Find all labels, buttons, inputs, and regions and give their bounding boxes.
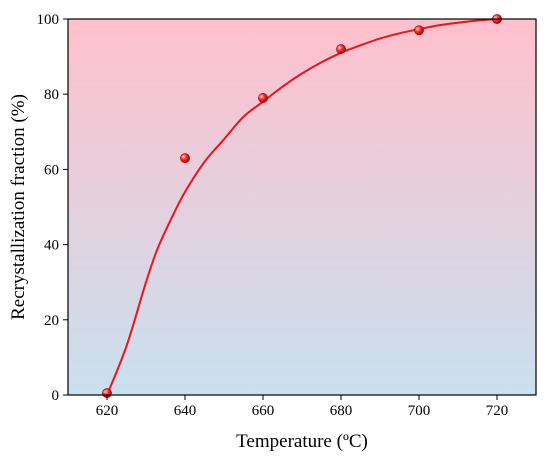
y-axis: 0 20 40 60 80 100: [37, 12, 68, 404]
y-axis-title: Recrystallization fraction (%): [8, 94, 29, 320]
x-tick-label: 700: [408, 403, 431, 419]
data-point: [180, 153, 190, 164]
y-tick-label: 60: [44, 162, 59, 178]
x-tick-label: 720: [486, 403, 509, 419]
y-tick-label: 100: [37, 12, 60, 28]
fit-curve-layer: [106, 18, 498, 396]
fit-curve-line: [106, 18, 498, 396]
plot-frame: [67, 18, 537, 396]
y-tick-label: 80: [44, 87, 59, 103]
x-axis-title: Temperature (ºC): [236, 431, 368, 452]
x-tick-label: 640: [174, 403, 197, 419]
x-tick-label: 680: [330, 403, 353, 419]
x-tick-label: 620: [96, 403, 119, 419]
x-axis: 620 640 660 680 700 720: [96, 395, 509, 419]
y-tick-label: 40: [44, 238, 59, 254]
y-tick-label: 0: [52, 388, 60, 404]
data-points-layer: [102, 14, 502, 399]
data-point: [336, 44, 346, 54]
plot-background: [68, 19, 536, 395]
y-tick-label: 20: [44, 313, 59, 329]
data-point: [258, 93, 268, 103]
x-tick-label: 660: [252, 403, 275, 419]
data-point: [414, 25, 424, 36]
